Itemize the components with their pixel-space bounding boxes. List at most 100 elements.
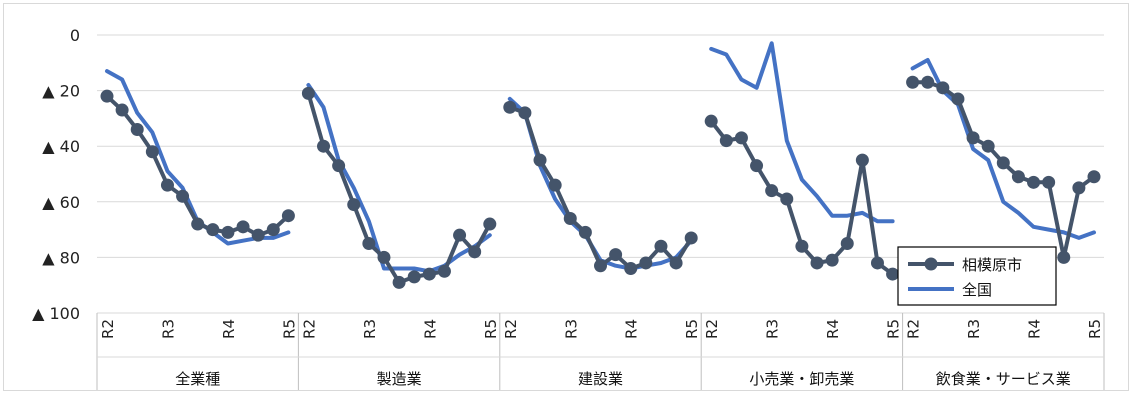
data-point-sagamihara	[1057, 250, 1071, 264]
data-point-sagamihara	[765, 184, 779, 198]
x-tick-label: R2	[703, 319, 721, 339]
data-point-sagamihara	[1027, 175, 1041, 189]
x-tick-label: R5	[482, 319, 500, 339]
x-tick-label: R5	[885, 319, 903, 339]
data-point-sagamihara	[503, 100, 517, 114]
x-tick-label: R3	[965, 319, 983, 339]
y-tick-label: ▲ 20	[42, 82, 80, 101]
data-point-sagamihara	[921, 75, 935, 89]
data-point-sagamihara	[870, 256, 884, 270]
data-point-sagamihara	[191, 217, 205, 231]
data-point-sagamihara	[453, 228, 467, 242]
data-point-sagamihara	[654, 239, 668, 253]
data-point-sagamihara	[906, 75, 920, 89]
data-point-sagamihara	[347, 198, 361, 212]
legend-label-sagamihara: 相模原市	[962, 256, 1022, 274]
category-label: 小売業・卸売業	[749, 370, 854, 388]
data-point-sagamihara	[206, 223, 220, 237]
data-point-sagamihara	[266, 223, 280, 237]
data-point-sagamihara	[468, 245, 482, 259]
data-point-sagamihara	[533, 153, 547, 167]
data-point-sagamihara	[176, 189, 190, 203]
series-line-national	[306, 83, 492, 274]
data-point-sagamihara	[236, 220, 250, 234]
data-point-sagamihara	[825, 253, 839, 267]
data-point-sagamihara	[795, 239, 809, 253]
series-line-sagamihara	[105, 94, 291, 238]
x-tick-label: R3	[159, 319, 177, 339]
data-point-sagamihara	[734, 131, 748, 145]
data-point-sagamihara	[115, 103, 129, 117]
data-point-sagamihara	[684, 231, 698, 245]
data-point-sagamihara	[719, 134, 733, 148]
category-label: 製造業	[377, 370, 422, 388]
data-point-sagamihara	[1087, 170, 1101, 184]
x-tick-label: R2	[300, 319, 318, 339]
data-point-sagamihara	[624, 262, 638, 276]
legend-label-national: 全国	[962, 281, 992, 299]
data-point-sagamihara	[609, 248, 623, 262]
data-point-sagamihara	[1042, 175, 1056, 189]
data-point-sagamihara	[100, 89, 114, 103]
data-point-sagamihara	[966, 131, 980, 145]
data-point-sagamihara	[332, 159, 346, 173]
data-point-sagamihara	[594, 259, 607, 273]
data-point-sagamihara	[362, 237, 376, 250]
x-tick-label: R4	[623, 319, 641, 339]
data-point-sagamihara	[1011, 170, 1025, 184]
x-tick-label: R4	[1026, 319, 1044, 339]
data-point-sagamihara	[855, 153, 869, 167]
x-tick-label: R2	[99, 319, 117, 339]
x-tick-label: R2	[502, 319, 520, 339]
data-point-sagamihara	[437, 264, 451, 278]
data-point-sagamihara	[578, 225, 592, 239]
data-point-sagamihara	[936, 81, 950, 95]
data-point-sagamihara	[1072, 181, 1086, 195]
data-point-sagamihara	[221, 225, 235, 239]
data-point-sagamihara	[548, 178, 562, 192]
data-point-sagamihara	[407, 270, 421, 284]
data-point-sagamihara	[130, 123, 144, 137]
x-tick-label: R5	[1086, 319, 1104, 339]
data-point-sagamihara	[840, 237, 854, 250]
data-point-sagamihara	[483, 217, 497, 231]
x-tick-label: R4	[220, 319, 238, 339]
data-point-sagamihara	[422, 267, 436, 281]
y-tick-label: 0	[70, 26, 80, 45]
category-label: 全業種	[175, 370, 220, 388]
series-line-sagamihara	[910, 80, 1096, 260]
x-tick-label: R3	[361, 319, 379, 339]
x-tick-label: R3	[764, 319, 782, 339]
data-point-sagamihara	[251, 228, 265, 242]
data-point-sagamihara	[639, 256, 653, 270]
data-point-sagamihara	[301, 86, 315, 100]
category-label: 飲食業・サービス業	[936, 370, 1071, 388]
y-tick-label: ▲ 60	[42, 193, 80, 212]
data-point-sagamihara	[810, 256, 824, 270]
category-label: 建設業	[578, 370, 623, 388]
data-point-sagamihara	[780, 192, 794, 206]
x-tick-label: R5	[280, 319, 298, 339]
data-point-sagamihara	[377, 250, 391, 264]
y-tick-label: ▲ 40	[42, 137, 80, 156]
x-tick-label: R5	[683, 319, 701, 339]
data-point-sagamihara	[392, 275, 406, 289]
data-point-sagamihara	[750, 159, 764, 173]
data-point-sagamihara	[886, 267, 900, 281]
data-point-sagamihara	[145, 145, 159, 159]
legend-marker-sagamihara	[924, 257, 938, 271]
data-point-sagamihara	[704, 114, 718, 128]
data-point-sagamihara	[518, 106, 532, 120]
data-point-sagamihara	[669, 256, 683, 270]
data-point-sagamihara	[996, 156, 1010, 170]
data-point-sagamihara	[317, 139, 331, 153]
data-point-sagamihara	[160, 178, 174, 192]
data-point-sagamihara	[281, 209, 295, 223]
x-tick-label: R2	[905, 319, 923, 339]
x-tick-label: R4	[421, 319, 439, 339]
data-point-sagamihara	[981, 139, 995, 153]
series-line-national	[709, 41, 895, 224]
y-tick-label: ▲ 80	[42, 248, 80, 267]
chart-border	[3, 3, 1129, 391]
